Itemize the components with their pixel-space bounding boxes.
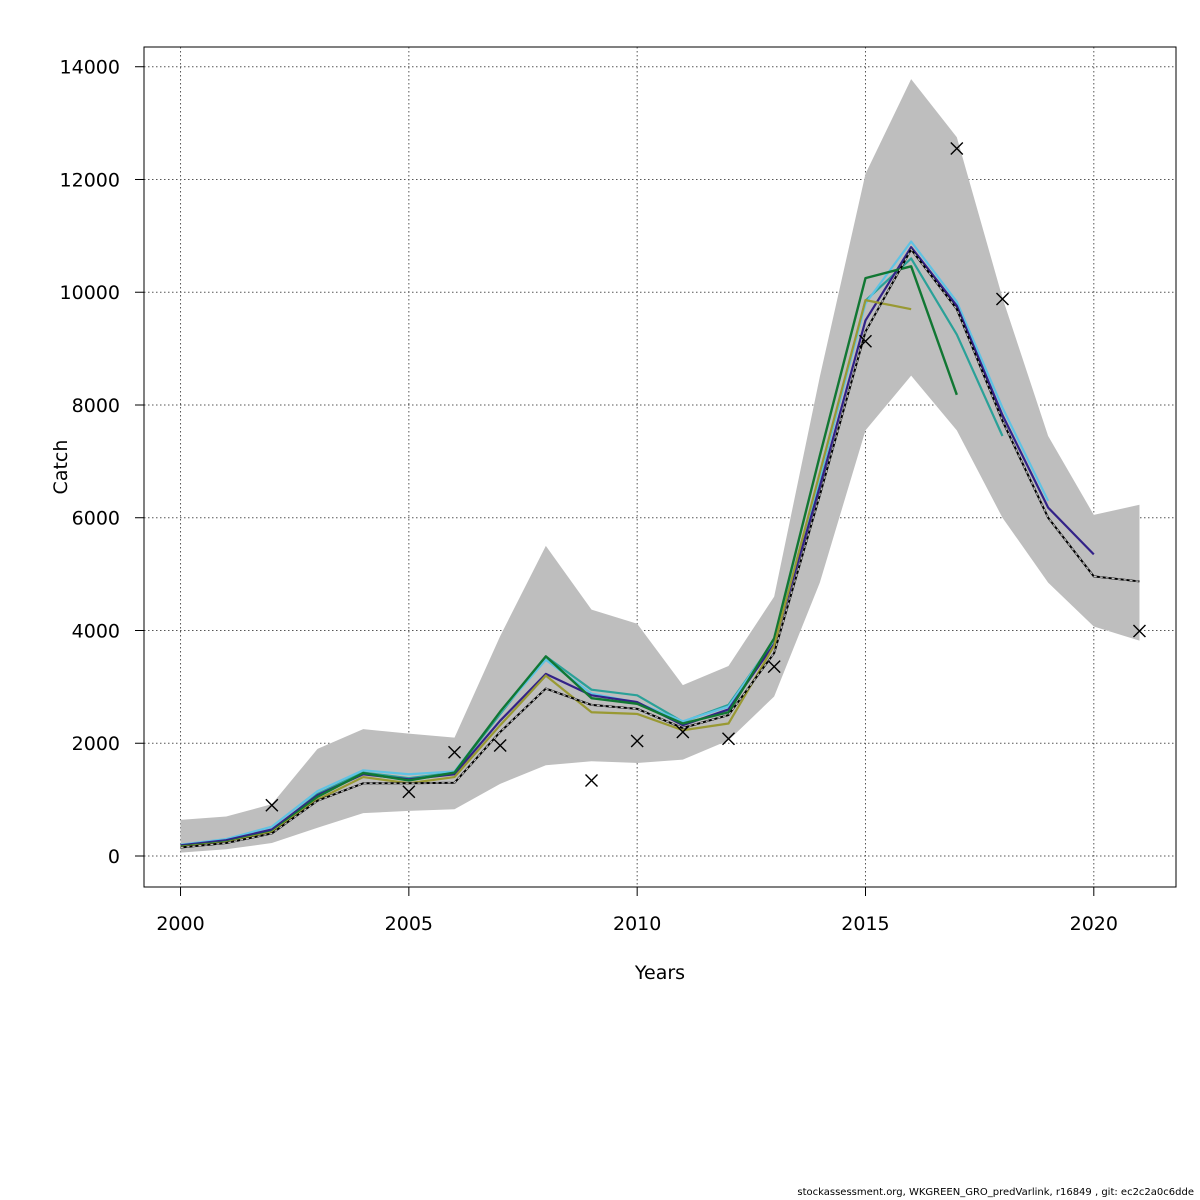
observation-points (265, 141, 1146, 812)
series-line-4 (180, 265, 958, 848)
series-line-6 (180, 248, 1140, 849)
y-tick-label: 2000 (72, 733, 120, 755)
y-axis: 0 2000 4000 6000 8000 10000 12000 14000 (60, 57, 145, 868)
y-tick-label: 0 (108, 846, 120, 868)
observation-marker (630, 734, 644, 748)
observation-marker (402, 785, 416, 799)
observation-marker (265, 798, 279, 812)
observation-marker (995, 292, 1009, 306)
x-axis-title: Years (634, 962, 685, 984)
y-tick-label: 10000 (60, 282, 120, 304)
series-lines (180, 240, 1140, 849)
x-tick-label: 2015 (841, 913, 889, 935)
y-tick-label: 14000 (60, 57, 120, 79)
observation-marker (1132, 624, 1146, 638)
x-axis: 2000 2005 2010 2015 2020 (156, 886, 1118, 935)
observation-marker (493, 739, 507, 752)
observation-marker (448, 745, 462, 759)
y-tick-label: 4000 (72, 620, 120, 642)
observation-marker (858, 334, 872, 348)
observation-marker (722, 732, 735, 746)
y-tick-label: 8000 (72, 395, 120, 417)
y-tick-label: 6000 (72, 508, 120, 530)
x-tick-label: 2010 (613, 913, 661, 935)
observation-marker (950, 141, 964, 155)
confidence-band (180, 79, 1140, 853)
footer-credit: stockassessment.org, WKGREEN_GRO_predVar… (797, 1187, 1194, 1198)
x-tick-label: 2005 (385, 913, 433, 935)
observation-marker (676, 725, 690, 739)
observation-marker (767, 660, 781, 674)
confidence-band-area (180, 79, 1140, 853)
x-tick-label: 2000 (156, 913, 204, 935)
observation-marker (585, 773, 598, 787)
y-tick-label: 12000 (60, 169, 120, 191)
x-tick-label: 2020 (1070, 913, 1118, 935)
y-axis-title: Catch (50, 440, 72, 495)
